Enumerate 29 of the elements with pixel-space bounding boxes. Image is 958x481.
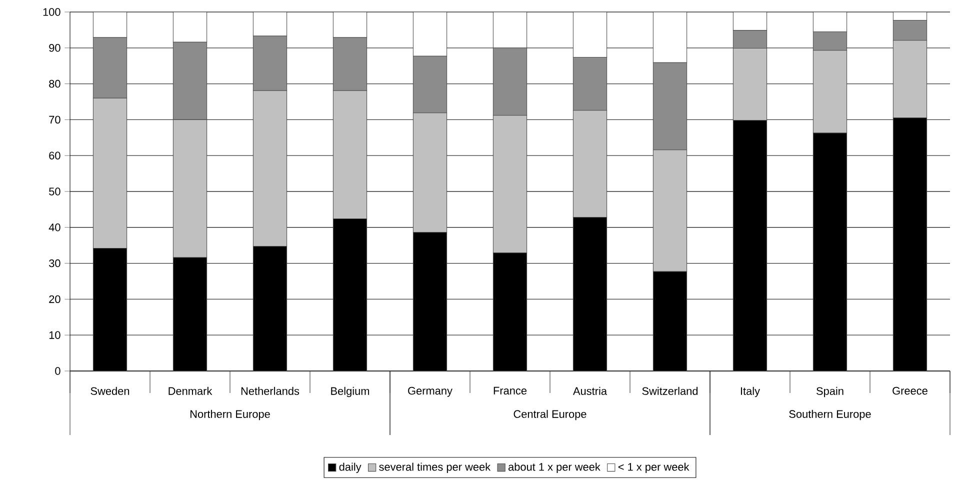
x-tick-label: Denmark bbox=[168, 386, 212, 395]
x-tick-label: Austria bbox=[573, 386, 608, 395]
y-tick-label: 80 bbox=[49, 80, 60, 88]
legend-label: daily bbox=[339, 462, 362, 473]
y-tick-label: 40 bbox=[48, 224, 60, 232]
y-tick-label: 10 bbox=[49, 331, 60, 339]
text: Northern Europe bbox=[190, 410, 270, 420]
y-tick-label: 60 bbox=[49, 152, 60, 160]
legend-label: < 1 x per week bbox=[618, 462, 690, 473]
x-tick-label: Sweden bbox=[90, 386, 130, 395]
x-tick-label: Belgium bbox=[331, 386, 370, 398]
y-tick-label: 0 bbox=[55, 367, 60, 375]
legend-label: about 1 x per week bbox=[508, 462, 600, 473]
x-tick-label: Germany bbox=[408, 386, 452, 397]
y-tick-label: 30 bbox=[49, 259, 60, 268]
x-tick-label: Netherlands bbox=[241, 386, 300, 395]
x-tick-label: Greece bbox=[892, 386, 928, 395]
x-tick-label: France bbox=[494, 386, 527, 395]
y-tick-label: 70 bbox=[49, 116, 60, 124]
y-tick-label: 90 bbox=[49, 44, 60, 52]
y-tick-label: 100 bbox=[43, 8, 60, 16]
y-tick-label: 20 bbox=[49, 295, 60, 304]
x-tick-label: Italy bbox=[740, 386, 760, 398]
x-tick-label: Switzerland bbox=[642, 386, 698, 395]
text: Southern Europe bbox=[789, 410, 871, 420]
legend-label: several times per week bbox=[379, 462, 491, 473]
y-tick-label: 50 bbox=[49, 188, 60, 196]
x-tick-label: Spain bbox=[816, 386, 844, 398]
text: Central Europe bbox=[514, 410, 586, 420]
